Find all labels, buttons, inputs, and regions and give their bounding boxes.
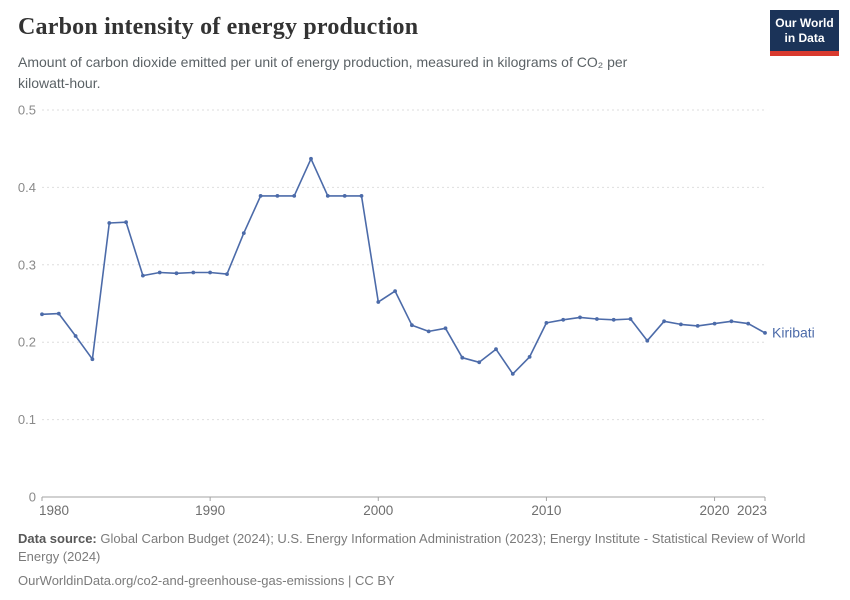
- data-point: [342, 194, 347, 198]
- data-point: [578, 315, 582, 320]
- x-tick-label: 2000: [363, 503, 393, 518]
- data-point: [141, 273, 145, 278]
- data-point: [561, 317, 566, 322]
- data-point: [124, 220, 128, 225]
- data-point: [258, 194, 263, 198]
- data-source-line: Data source: Global Carbon Budget (2024)…: [18, 530, 830, 567]
- data-point: [225, 272, 229, 276]
- y-tick-label: 0.4: [18, 180, 36, 195]
- data-point: [56, 311, 61, 316]
- data-source-text: Global Carbon Budget (2024); U.S. Energy…: [18, 531, 806, 565]
- data-point: [510, 372, 515, 376]
- data-point: [241, 231, 246, 236]
- data-point: [746, 321, 751, 326]
- data-point: [426, 329, 431, 334]
- data-point: [174, 271, 179, 276]
- data-source-label: Data source:: [18, 531, 97, 546]
- data-point: [712, 321, 717, 326]
- data-point: [107, 221, 112, 225]
- data-point: [695, 324, 700, 328]
- data-point: [460, 355, 465, 360]
- y-tick-label: 0.5: [18, 103, 36, 118]
- data-point: [410, 323, 414, 328]
- data-point: [191, 270, 196, 275]
- owid-logo: Our World in Data: [770, 10, 839, 56]
- chart-subtitle: Amount of carbon dioxide emitted per uni…: [18, 54, 628, 91]
- data-point: [157, 270, 162, 275]
- x-tick-label: 2023: [737, 503, 767, 518]
- data-point: [40, 312, 44, 317]
- x-tick-label: 2010: [531, 503, 561, 518]
- data-point: [645, 338, 650, 343]
- y-tick-label: 0: [29, 490, 36, 505]
- data-point: [325, 194, 330, 198]
- x-tick-label: 1990: [195, 503, 225, 518]
- data-point: [73, 334, 78, 338]
- y-tick-label: 0.2: [18, 335, 36, 350]
- data-point: [292, 194, 297, 198]
- data-point: [527, 355, 532, 359]
- owid-logo-line1: Our World: [775, 16, 834, 30]
- page-title: Carbon intensity of energy production: [18, 14, 419, 40]
- data-point: [544, 321, 549, 325]
- data-point: [611, 317, 616, 322]
- series-end-label: Kiribati: [772, 324, 815, 340]
- data-point: [729, 319, 734, 324]
- chart-footer: Data source: Global Carbon Budget (2024)…: [18, 530, 830, 590]
- data-point: [359, 194, 364, 198]
- data-point: [628, 317, 633, 321]
- data-point: [595, 317, 599, 321]
- data-point: [662, 319, 666, 324]
- x-tick-label: 1980: [39, 503, 69, 518]
- data-point: [208, 270, 213, 275]
- data-point: [679, 322, 683, 327]
- owid-logo-line2: in Data: [784, 31, 825, 45]
- data-point: [275, 194, 280, 198]
- data-point: [309, 156, 313, 161]
- y-tick-label: 0.3: [18, 257, 36, 272]
- data-point: [477, 360, 482, 365]
- data-point: [393, 289, 397, 293]
- footer-url: OurWorldinData.org/co2-and-greenhouse-ga…: [18, 572, 395, 588]
- data-point: [494, 347, 498, 352]
- data-point: [443, 326, 448, 331]
- data-point: [376, 300, 381, 304]
- y-tick-label: 0.1: [18, 412, 36, 427]
- x-tick-label: 2020: [700, 503, 730, 518]
- data-point: [763, 331, 767, 335]
- data-point: [90, 357, 95, 362]
- series-line: [41, 158, 766, 375]
